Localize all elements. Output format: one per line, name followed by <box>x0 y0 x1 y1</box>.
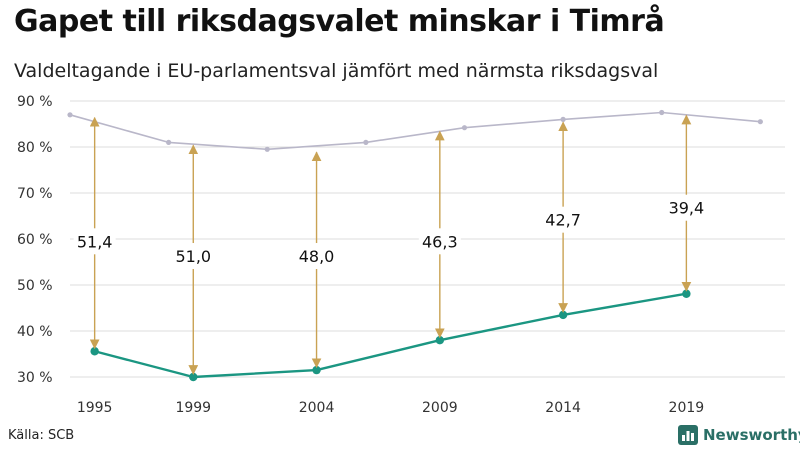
riksdag-point <box>560 116 566 122</box>
gap-label-bg <box>665 194 708 221</box>
gap-label-bg <box>295 243 338 270</box>
y-tick-label: 40 % <box>17 324 53 340</box>
riksdag-point <box>461 125 468 131</box>
series <box>67 109 763 382</box>
y-tick-label: 70 % <box>17 186 53 202</box>
x-tick-label: 2004 <box>299 400 335 416</box>
eu-point <box>90 347 99 356</box>
riksdag-point <box>67 112 73 118</box>
x-tick-label: 1995 <box>77 400 113 416</box>
x-tick-label: 2014 <box>545 400 581 416</box>
x-tick-label: 2009 <box>422 400 458 416</box>
x-tick-label: 1999 <box>175 400 211 416</box>
brand-logo: Newsworthy <box>678 425 800 445</box>
gap-label-bg <box>418 228 461 255</box>
gap-label: 39,4 <box>669 199 705 218</box>
eu-point <box>189 372 198 382</box>
eu-point <box>558 310 568 320</box>
chart-subtitle: Valdeltagande i EU-parlamentsval jämfört… <box>14 60 659 82</box>
chart-title: Gapet till riksdagsvalet minskar i Timrå <box>14 4 665 39</box>
riksdag-point <box>363 139 369 145</box>
bar-chart-icon <box>678 425 698 445</box>
riksdag-point <box>659 109 665 116</box>
eu-line <box>94 292 687 379</box>
source-note: Källa: SCB <box>8 428 75 443</box>
gap-label: 48,0 <box>299 247 335 266</box>
y-tick-label: 90 % <box>17 94 53 110</box>
eu-point <box>682 289 691 298</box>
gap-label: 46,3 <box>422 232 458 251</box>
y-tick-label: 30 % <box>17 370 53 386</box>
y-tick-label: 60 % <box>17 232 53 248</box>
riksdag-line <box>69 111 761 151</box>
gap-label-bg <box>73 228 116 255</box>
brand-name: Newsworthy <box>703 426 800 444</box>
gap-label: 42,7 <box>545 211 581 230</box>
y-tick-label: 80 % <box>17 140 53 156</box>
riksdag-point <box>166 139 172 145</box>
x-tick-label: 2019 <box>669 400 705 416</box>
y-tick-label: 50 % <box>17 278 53 294</box>
gap-label-bg <box>172 243 215 270</box>
gap-label-bg <box>542 206 585 233</box>
gap-label: 51,0 <box>175 247 211 266</box>
x-axis: 1995 1999 2004 2009 2014 2019 <box>77 400 704 416</box>
gap-arrows: 51,4 51,0 48,0 46,3 42,7 39,4 <box>73 114 708 375</box>
riksdag-point <box>757 119 763 125</box>
eu-point <box>435 336 445 345</box>
riksdag-point <box>264 146 270 152</box>
gap-label: 51,4 <box>77 232 113 251</box>
eu-point <box>312 365 321 375</box>
y-axis: 30 % 40 % 50 % 60 % 70 % 80 % 90 % <box>17 94 53 386</box>
